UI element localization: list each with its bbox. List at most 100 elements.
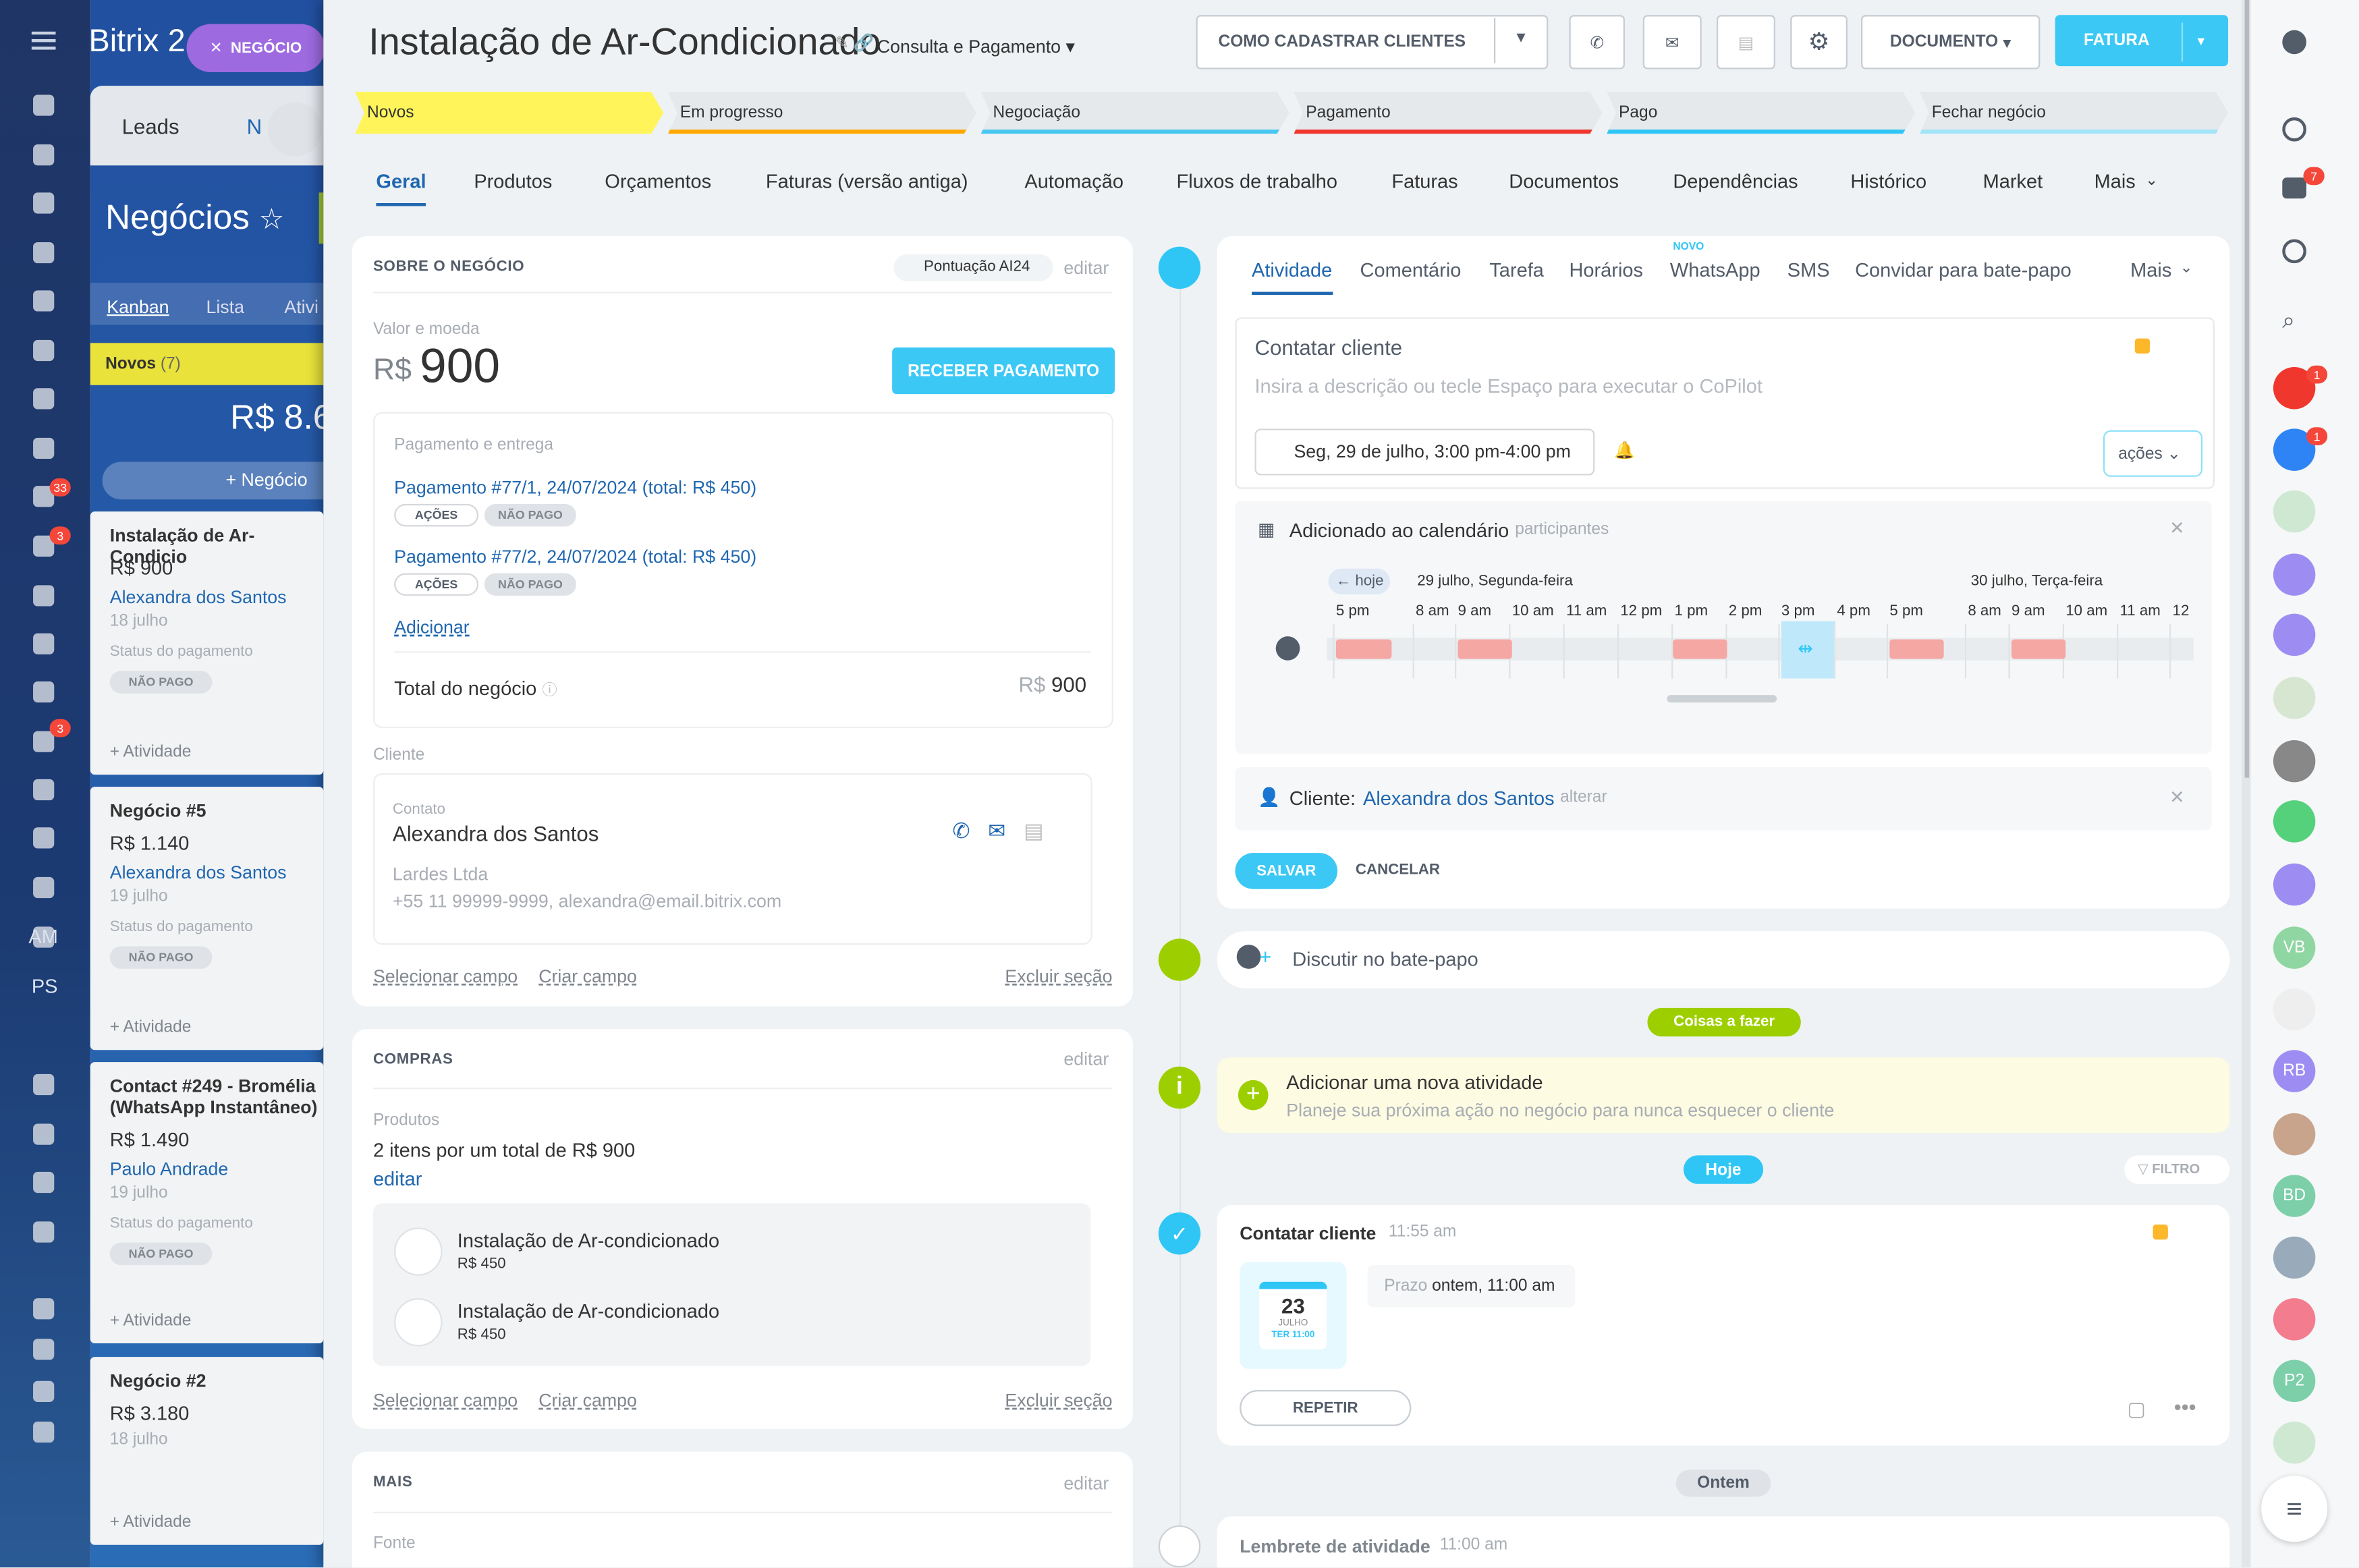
chat-button[interactable]: ▤ [1716,15,1775,69]
rb-icon[interactable] [2282,239,2306,264]
stage[interactable]: Pago [1607,92,1916,134]
nav-icon[interactable] [33,1123,55,1145]
deal-card[interactable] [90,511,324,775]
collapse-button[interactable] [267,102,323,157]
tab-caret[interactable]: ⌄ [2180,260,2193,277]
deal-category[interactable]: Consulta e Pagamento ▾ [877,36,1075,57]
today-label[interactable]: ← hoje [1335,573,1384,590]
activity-tab[interactable]: Atividade [1252,258,1333,281]
filter-text[interactable]: FILTRO [2152,1161,2200,1177]
card-title[interactable]: Negócio #2 [109,1370,206,1392]
tab[interactable]: Orçamentos [605,169,712,193]
rb-icon[interactable] [2282,177,2306,199]
avatar[interactable]: VB [2273,926,2316,969]
filter-label[interactable]: ▽ FILTRO [2138,1161,2200,1177]
description-placeholder[interactable]: Insira a descrição ou tecle Espaço para … [1254,374,1763,397]
actions-text[interactable]: ações [2118,445,2163,464]
chat-text[interactable]: Discutir no bate-papo [1292,947,1478,971]
deadline-value[interactable]: ontem, 11:00 am [1432,1277,1555,1295]
payment-link[interactable]: Pagamento #77/1, 24/07/2024 (total: R$ 4… [394,476,757,498]
ai-chip[interactable] [893,254,1053,281]
avatar[interactable] [2273,1236,2316,1279]
today-chip[interactable] [1328,568,1391,594]
card-add-activity[interactable]: + Atividade [109,1018,192,1037]
avatar[interactable] [2273,800,2316,843]
tab[interactable]: Produtos [474,169,553,193]
tab[interactable]: Documentos [1509,169,1619,193]
close[interactable]: ✕ [2169,787,2185,808]
card-add-activity[interactable]: + Atividade [109,1312,192,1330]
add-deal[interactable] [102,461,324,500]
nav-icon[interactable] [33,1171,55,1194]
stage[interactable]: Fechar negócio [1919,92,2229,134]
avatar[interactable] [2273,553,2316,596]
product-name[interactable]: Instalação de Ar-condicionado [457,1229,720,1252]
avatar[interactable] [2273,490,2316,533]
contact-name[interactable]: Alexandra dos Santos [392,821,599,846]
avatar[interactable] [2273,677,2316,719]
activity-tab[interactable]: WhatsApp [1669,258,1760,281]
nav-icon[interactable] [33,144,55,166]
pay-button[interactable]: RECEBER PAGAMENTO [892,347,1115,395]
slot-handle[interactable]: ⇹ [1798,638,1813,659]
bell[interactable]: 🔔 [1614,442,1635,461]
deal-chip-label[interactable]: NEGÓCIO [230,40,302,57]
nav-icon[interactable] [33,192,55,214]
stage[interactable]: Negociação [980,92,1289,134]
avatar[interactable] [2273,1298,2316,1341]
plus[interactable]: + [1259,945,1272,969]
delete-section[interactable]: Excluir seção [1005,1390,1113,1411]
tab[interactable]: Geral [376,169,426,193]
invoice-button[interactable]: FATURA ▼ [2055,15,2229,67]
reminder-title[interactable]: Lembrete de atividade [1240,1536,1431,1557]
deal-card[interactable] [90,787,324,1051]
nav-icon[interactable] [33,437,55,459]
deal-chip[interactable]: ✕ NEGÓCIO [186,24,325,73]
select-field[interactable]: Selecionar campo [372,1390,518,1411]
nav-icon[interactable] [33,290,55,312]
product-name[interactable]: Instalação de Ar-condicionado [457,1299,720,1322]
add-icon[interactable]: + [1238,1080,1269,1111]
category-text[interactable]: Consulta e Pagamento [877,36,1061,57]
nav-icon[interactable] [33,242,55,264]
nav-icon[interactable] [33,876,55,899]
tab[interactable]: Fluxos de trabalho [1176,169,1338,193]
deal-card[interactable] [90,1062,324,1344]
help-icon[interactable] [2282,30,2306,55]
invoice-label[interactable]: FATURA [2083,31,2150,50]
avatar[interactable]: RB [2273,1050,2316,1092]
cancel-button[interactable]: CANCELAR [1355,862,1440,879]
document-button[interactable]: DOCUMENTO ▾ [1861,15,2041,69]
activity-tab[interactable]: Comentário [1360,258,1462,281]
card-contact[interactable]: Alexandra dos Santos [109,862,287,883]
edit-icons[interactable]: ✎ 🔗 [835,34,875,53]
actions-button[interactable] [2103,430,2203,477]
tab-caret[interactable]: ⌄ [2145,173,2159,190]
stage[interactable]: Em progresso [667,92,977,134]
card-contact[interactable]: Alexandra dos Santos [109,586,287,608]
nav-icon[interactable] [33,1380,55,1402]
nav-icon[interactable] [33,731,55,752]
tab[interactable]: Faturas (versão antiga) [765,169,968,193]
create-field[interactable]: Criar campo [538,1390,637,1411]
products-edit[interactable]: editar [372,1167,422,1190]
change-link[interactable]: alterar [1560,788,1607,807]
ai-score[interactable]: Pontuação AI24 [923,258,1030,276]
new-activity[interactable] [1217,1057,2230,1133]
nav-icon[interactable] [33,1298,55,1320]
activity-tab[interactable]: Convidar para bate-papo [1855,258,2072,281]
nav-icon[interactable] [33,388,55,410]
document-label[interactable]: DOCUMENTO [1889,33,1999,51]
nav-icon[interactable] [33,681,55,703]
nav-icon[interactable] [33,94,55,116]
today-text[interactable]: hoje [1355,573,1384,590]
card-title[interactable]: Negócio #5 [109,800,206,822]
card-add-activity[interactable]: + Atividade [109,1513,192,1532]
nav-icon[interactable] [33,1339,55,1360]
participants[interactable]: participantes [1515,520,1609,539]
date-field[interactable] [1254,428,1595,476]
view-tab[interactable]: Lista [206,296,244,318]
nav-icon[interactable] [33,585,55,607]
tab[interactable]: Histórico [1850,169,1927,193]
payment-actions[interactable]: AÇÕES [394,503,479,527]
